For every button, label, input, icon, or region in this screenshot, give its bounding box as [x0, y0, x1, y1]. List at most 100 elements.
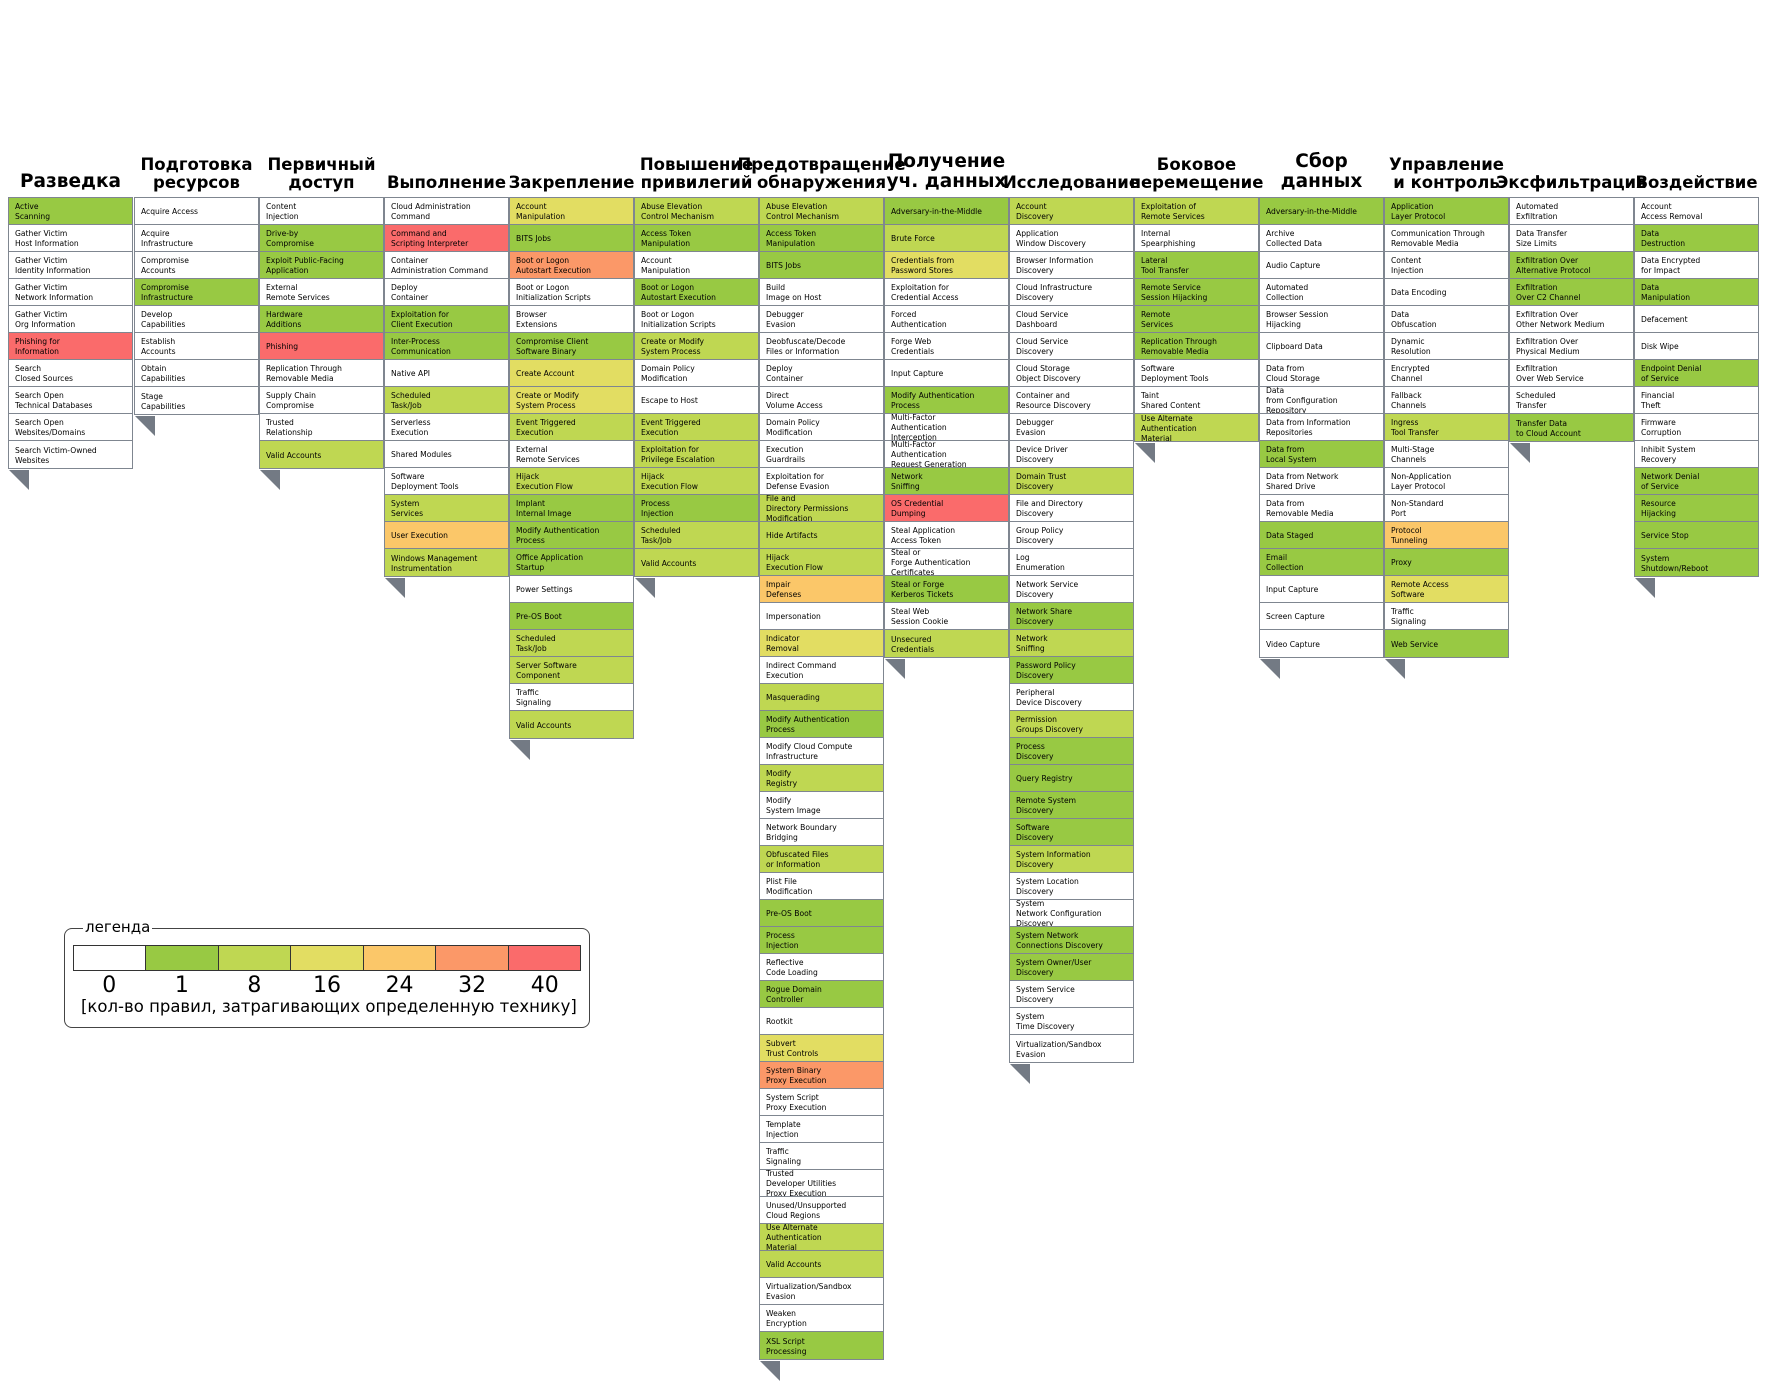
- technique-cell[interactable]: Hardware Additions: [260, 306, 383, 333]
- technique-cell[interactable]: Office Application Startup: [510, 549, 633, 576]
- technique-cell[interactable]: Create Account: [510, 360, 633, 387]
- technique-cell[interactable]: Indicator Removal: [760, 630, 883, 657]
- technique-cell[interactable]: Audio Capture: [1260, 252, 1383, 279]
- technique-cell[interactable]: Hijack Execution Flow: [635, 468, 758, 495]
- technique-cell[interactable]: Debugger Evasion: [760, 306, 883, 333]
- technique-cell[interactable]: BITS Jobs: [760, 252, 883, 279]
- technique-cell[interactable]: Access Token Manipulation: [635, 225, 758, 252]
- technique-cell[interactable]: Replication Through Removable Media: [1135, 333, 1258, 360]
- technique-cell[interactable]: Exploitation for Credential Access: [885, 279, 1008, 306]
- technique-cell[interactable]: Gather Victim Org Information: [9, 306, 132, 333]
- technique-cell[interactable]: Modify Cloud Compute Infrastructure: [760, 738, 883, 765]
- technique-cell[interactable]: Reflective Code Loading: [760, 954, 883, 981]
- technique-cell[interactable]: Browser Extensions: [510, 306, 633, 333]
- technique-cell[interactable]: Process Discovery: [1010, 738, 1133, 765]
- technique-cell[interactable]: Data Transfer Size Limits: [1510, 225, 1633, 252]
- technique-cell[interactable]: Video Capture: [1260, 630, 1383, 657]
- technique-cell[interactable]: Query Registry: [1010, 765, 1133, 792]
- technique-cell[interactable]: Acquire Access: [135, 198, 258, 225]
- technique-cell[interactable]: Establish Accounts: [135, 333, 258, 360]
- technique-cell[interactable]: Content Injection: [1385, 252, 1508, 279]
- technique-cell[interactable]: Develop Capabilities: [135, 306, 258, 333]
- technique-cell[interactable]: Process Injection: [635, 495, 758, 522]
- technique-cell[interactable]: Deploy Container: [760, 360, 883, 387]
- technique-cell[interactable]: Endpoint Denial of Service: [1635, 360, 1758, 387]
- technique-cell[interactable]: Boot or Logon Autostart Execution: [635, 279, 758, 306]
- technique-cell[interactable]: System Service Discovery: [1010, 981, 1133, 1008]
- technique-cell[interactable]: Data from Configuration Repository: [1260, 387, 1383, 414]
- technique-cell[interactable]: Exploitation for Defense Evasion: [760, 468, 883, 495]
- technique-cell[interactable]: Content Injection: [260, 198, 383, 225]
- technique-cell[interactable]: Data from Information Repositories: [1260, 414, 1383, 441]
- technique-cell[interactable]: Subvert Trust Controls: [760, 1035, 883, 1062]
- technique-cell[interactable]: Log Enumeration: [1010, 549, 1133, 576]
- technique-cell[interactable]: Input Capture: [885, 360, 1008, 387]
- technique-cell[interactable]: Account Manipulation: [635, 252, 758, 279]
- technique-cell[interactable]: System Services: [385, 495, 508, 522]
- technique-cell[interactable]: Remote Services: [1135, 306, 1258, 333]
- technique-cell[interactable]: Cloud Infrastructure Discovery: [1010, 279, 1133, 306]
- technique-cell[interactable]: Phishing: [260, 333, 383, 360]
- technique-cell[interactable]: Archive Collected Data: [1260, 225, 1383, 252]
- technique-cell[interactable]: Firmware Corruption: [1635, 414, 1758, 441]
- technique-cell[interactable]: Search Open Websites/Domains: [9, 414, 132, 441]
- technique-cell[interactable]: Rootkit: [760, 1008, 883, 1035]
- technique-cell[interactable]: Obtain Capabilities: [135, 360, 258, 387]
- technique-cell[interactable]: Browser Session Hijacking: [1260, 306, 1383, 333]
- technique-cell[interactable]: Application Window Discovery: [1010, 225, 1133, 252]
- technique-cell[interactable]: Browser Information Discovery: [1010, 252, 1133, 279]
- technique-cell[interactable]: Compromise Client Software Binary: [510, 333, 633, 360]
- technique-cell[interactable]: Exfiltration Over Alternative Protocol: [1510, 252, 1633, 279]
- technique-cell[interactable]: Forge Web Credentials: [885, 333, 1008, 360]
- technique-cell[interactable]: Search Open Technical Databases: [9, 387, 132, 414]
- technique-cell[interactable]: Account Discovery: [1010, 198, 1133, 225]
- technique-cell[interactable]: Exploitation for Privilege Escalation: [635, 441, 758, 468]
- technique-cell[interactable]: Multi-Factor Authentication Interception: [885, 414, 1008, 441]
- technique-cell[interactable]: Use Alternate Authentication Material: [1135, 414, 1258, 441]
- technique-cell[interactable]: Indirect Command Execution: [760, 657, 883, 684]
- technique-cell[interactable]: Remote Service Session Hijacking: [1135, 279, 1258, 306]
- technique-cell[interactable]: Data Manipulation: [1635, 279, 1758, 306]
- technique-cell[interactable]: Lateral Tool Transfer: [1135, 252, 1258, 279]
- technique-cell[interactable]: Exfiltration Over C2 Channel: [1510, 279, 1633, 306]
- technique-cell[interactable]: Access Token Manipulation: [760, 225, 883, 252]
- technique-cell[interactable]: Create or Modify System Process: [510, 387, 633, 414]
- technique-cell[interactable]: Screen Capture: [1260, 603, 1383, 630]
- technique-cell[interactable]: Transfer Data to Cloud Account: [1510, 414, 1633, 441]
- technique-cell[interactable]: Internal Spearphishing: [1135, 225, 1258, 252]
- technique-cell[interactable]: Software Deployment Tools: [1135, 360, 1258, 387]
- technique-cell[interactable]: Trusted Developer Utilities Proxy Execut…: [760, 1170, 883, 1197]
- technique-cell[interactable]: System Owner/User Discovery: [1010, 954, 1133, 981]
- technique-cell[interactable]: Network Sniffing: [885, 468, 1008, 495]
- technique-cell[interactable]: Valid Accounts: [635, 549, 758, 576]
- technique-cell[interactable]: Protocol Tunneling: [1385, 522, 1508, 549]
- technique-cell[interactable]: Data Obfuscation: [1385, 306, 1508, 333]
- technique-cell[interactable]: Deploy Container: [385, 279, 508, 306]
- technique-cell[interactable]: Exfiltration Over Web Service: [1510, 360, 1633, 387]
- technique-cell[interactable]: Event Triggered Execution: [635, 414, 758, 441]
- technique-cell[interactable]: Non-Standard Port: [1385, 495, 1508, 522]
- technique-cell[interactable]: Email Collection: [1260, 549, 1383, 576]
- technique-cell[interactable]: Obfuscated Files or Information: [760, 846, 883, 873]
- technique-cell[interactable]: Resource Hijacking: [1635, 495, 1758, 522]
- technique-cell[interactable]: Modify Authentication Process: [885, 387, 1008, 414]
- technique-cell[interactable]: Web Service: [1385, 630, 1508, 657]
- technique-cell[interactable]: Drive-by Compromise: [260, 225, 383, 252]
- technique-cell[interactable]: User Execution: [385, 522, 508, 549]
- technique-cell[interactable]: Hide Artifacts: [760, 522, 883, 549]
- technique-cell[interactable]: Gather Victim Identity Information: [9, 252, 132, 279]
- technique-cell[interactable]: Modify Authentication Process: [510, 522, 633, 549]
- technique-cell[interactable]: Valid Accounts: [260, 441, 383, 468]
- technique-cell[interactable]: Domain Policy Modification: [760, 414, 883, 441]
- technique-cell[interactable]: Account Access Removal: [1635, 198, 1758, 225]
- technique-cell[interactable]: Container Administration Command: [385, 252, 508, 279]
- technique-cell[interactable]: Boot or Logon Initialization Scripts: [635, 306, 758, 333]
- technique-cell[interactable]: Scheduled Transfer: [1510, 387, 1633, 414]
- technique-cell[interactable]: Taint Shared Content: [1135, 387, 1258, 414]
- technique-cell[interactable]: Cloud Administration Command: [385, 198, 508, 225]
- technique-cell[interactable]: Boot or Logon Autostart Execution: [510, 252, 633, 279]
- technique-cell[interactable]: Masquerading: [760, 684, 883, 711]
- technique-cell[interactable]: Data from Cloud Storage: [1260, 360, 1383, 387]
- technique-cell[interactable]: File and Directory Discovery: [1010, 495, 1133, 522]
- technique-cell[interactable]: Replication Through Removable Media: [260, 360, 383, 387]
